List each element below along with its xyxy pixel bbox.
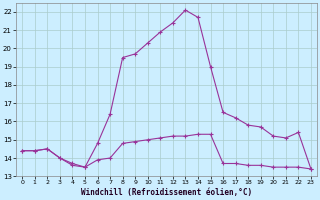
X-axis label: Windchill (Refroidissement éolien,°C): Windchill (Refroidissement éolien,°C)	[81, 188, 252, 197]
